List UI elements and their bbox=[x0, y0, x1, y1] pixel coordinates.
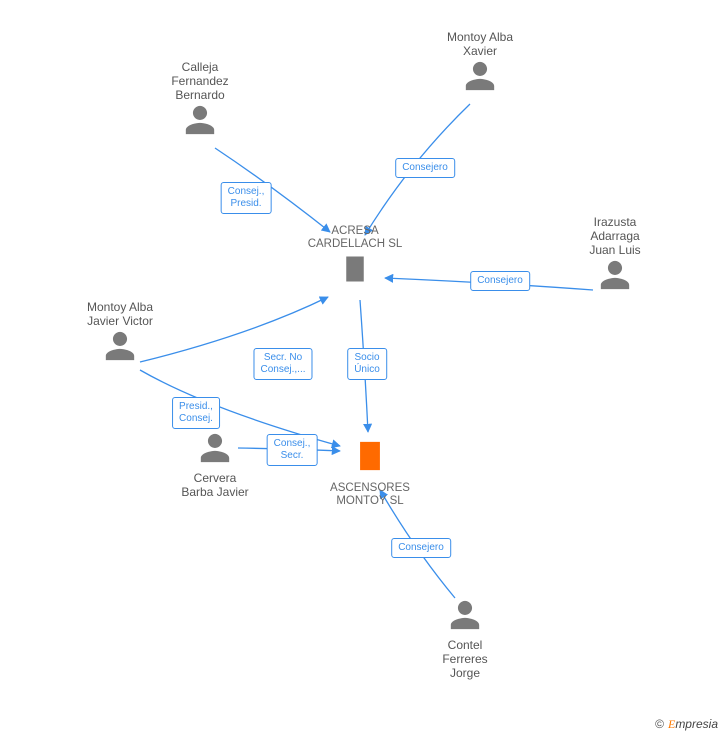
person-icon bbox=[463, 81, 497, 98]
person-label: Montoy Alba Javier Victor bbox=[60, 300, 180, 328]
building-icon bbox=[340, 274, 370, 291]
person-label: Contel Ferreres Jorge bbox=[405, 638, 525, 680]
building-icon bbox=[353, 464, 387, 481]
person-node[interactable]: Irazusta Adarraga Juan Luis bbox=[555, 215, 675, 298]
edge-label: Consej., Presid. bbox=[221, 182, 272, 214]
person-label: Irazusta Adarraga Juan Luis bbox=[555, 215, 675, 257]
credit-line: ©Empresia bbox=[655, 717, 718, 732]
company-node[interactable]: ACRESA CARDELLACH SL bbox=[295, 225, 415, 292]
person-icon bbox=[103, 351, 137, 368]
edge-label: Socio Único bbox=[347, 348, 387, 380]
company-node[interactable]: ASCENSORES MONTOY SL bbox=[310, 435, 430, 508]
edge-label: Consej., Secr. bbox=[267, 434, 318, 466]
person-icon bbox=[198, 453, 232, 470]
person-node[interactable]: Cervera Barba Javier bbox=[155, 430, 275, 499]
person-icon bbox=[448, 620, 482, 637]
copyright-symbol: © bbox=[655, 717, 664, 731]
edge-label: Consejero bbox=[391, 538, 451, 558]
company-label: ASCENSORES MONTOY SL bbox=[310, 482, 430, 508]
person-node[interactable]: Calleja Fernandez Bernardo bbox=[140, 60, 260, 143]
person-node[interactable]: Contel Ferreres Jorge bbox=[405, 597, 525, 680]
person-node[interactable]: Montoy Alba Javier Victor bbox=[60, 300, 180, 369]
person-label: Calleja Fernandez Bernardo bbox=[140, 60, 260, 102]
company-label: ACRESA CARDELLACH SL bbox=[295, 225, 415, 251]
person-label: Montoy Alba Xavier bbox=[420, 30, 540, 58]
edge-label: Consejero bbox=[395, 158, 455, 178]
edge-label: Presid., Consej. bbox=[172, 397, 220, 429]
person-icon bbox=[598, 280, 632, 297]
person-node[interactable]: Montoy Alba Xavier bbox=[420, 30, 540, 99]
edge-label: Consejero bbox=[470, 271, 530, 291]
edge-label: Secr. No Consej.,... bbox=[253, 348, 312, 380]
diagram-canvas: Calleja Fernandez Bernardo Montoy Alba X… bbox=[0, 0, 728, 740]
person-icon bbox=[183, 125, 217, 142]
person-label: Cervera Barba Javier bbox=[155, 471, 275, 499]
